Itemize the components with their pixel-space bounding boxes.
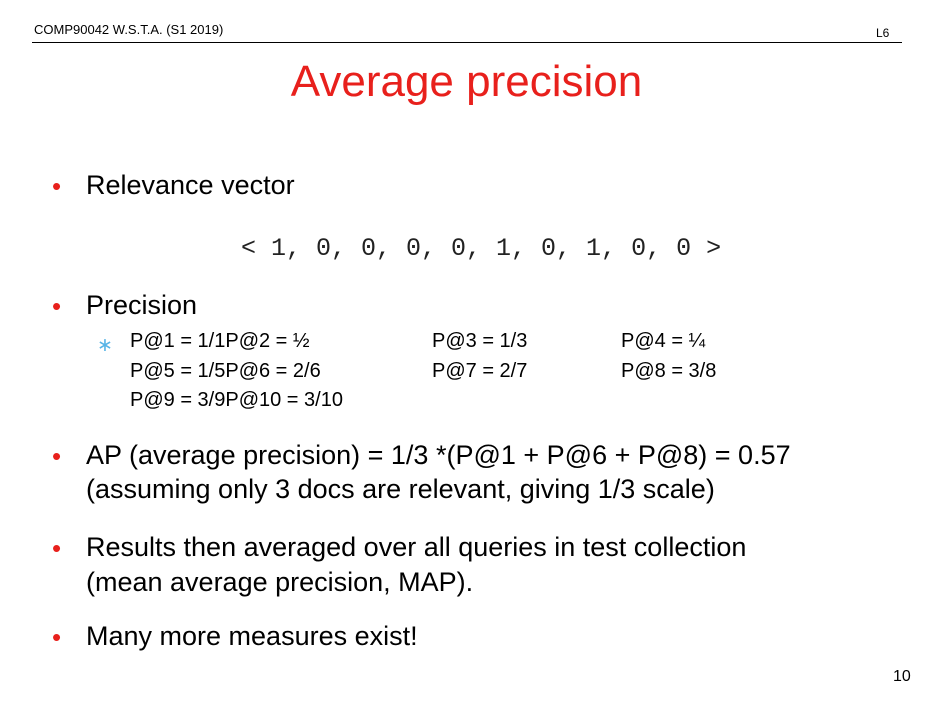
- slide-title: Average precision: [290, 57, 643, 106]
- bullet-marker: •: [52, 291, 62, 321]
- map-description: Results then averaged over all queries i…: [86, 532, 747, 562]
- relevance-vector-label: Relevance vector: [86, 170, 295, 200]
- bullet-marker: •: [52, 533, 62, 563]
- header-divider: [32, 42, 902, 43]
- precision-value: P@1 = 1/1P@2 = ½: [130, 330, 310, 352]
- bullet-marker: •: [52, 441, 62, 471]
- ap-formula: AP (average precision) = 1/3 *(P@1 + P@6…: [86, 440, 791, 470]
- precision-value: P@4 = ¼: [621, 330, 706, 352]
- precision-value: P@8 = 3/8: [621, 360, 717, 382]
- relevance-vector: < 1, 0, 0, 0, 0, 1, 0, 1, 0, 0 >: [241, 234, 722, 263]
- precision-value: P@7 = 2/7: [432, 360, 528, 382]
- precision-value: P@3 = 1/3: [432, 330, 528, 352]
- bullet-marker: •: [52, 171, 62, 201]
- course-header: COMP90042 W.S.T.A. (S1 2019): [34, 22, 224, 37]
- precision-value: P@5 = 1/5P@6 = 2/6: [130, 360, 321, 382]
- map-definition: (mean average precision, MAP).: [86, 567, 474, 597]
- more-measures-note: Many more measures exist!: [86, 621, 418, 651]
- bullet-marker: •: [52, 622, 62, 652]
- lecture-number: L6: [876, 26, 890, 40]
- ap-note: (assuming only 3 docs are relevant, givi…: [86, 474, 715, 504]
- precision-value: P@9 = 3/9P@10 = 3/10: [130, 389, 343, 411]
- precision-label: Precision: [86, 290, 198, 320]
- sub-bullet-marker: ∗: [97, 335, 113, 356]
- page-number: 10: [893, 668, 911, 685]
